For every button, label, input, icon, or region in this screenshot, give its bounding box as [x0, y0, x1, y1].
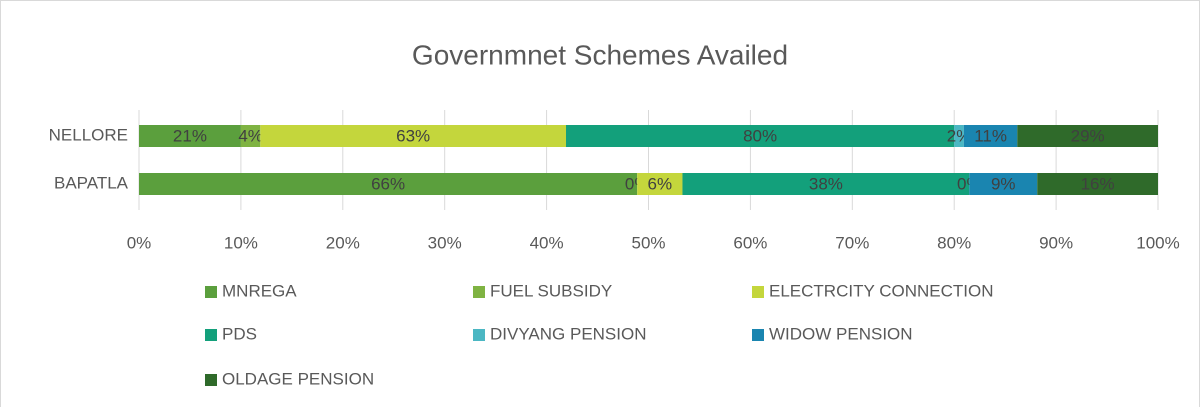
legend-label: FUEL SUBSIDY	[490, 281, 612, 300]
x-tick-label: 0%	[127, 233, 152, 252]
chart-title: Governmnet Schemes Availed	[412, 39, 788, 70]
bar-segment	[963, 125, 1018, 147]
legend-label: OLDAGE PENSION	[222, 369, 374, 388]
data-label: 38%	[809, 174, 843, 193]
x-tick-label: 40%	[530, 233, 564, 252]
bar-segment	[954, 125, 964, 147]
bar-segment	[682, 173, 970, 195]
data-label: 9%	[991, 174, 1016, 193]
legend-label: PDS	[222, 324, 257, 343]
x-tick-label: 90%	[1039, 233, 1073, 252]
bar-segment	[260, 125, 567, 147]
bar-segment	[1037, 173, 1158, 195]
data-label: 16%	[1081, 174, 1115, 193]
data-label: 29%	[1071, 126, 1105, 145]
bar-segment	[139, 173, 638, 195]
data-label: 6%	[648, 174, 673, 193]
bar-segment	[969, 173, 1038, 195]
x-tick-label: 60%	[733, 233, 767, 252]
bar-segment	[1017, 125, 1158, 147]
legend-swatch	[473, 286, 485, 298]
bar-segment	[637, 173, 683, 195]
y-tick-label: NELLORE	[49, 125, 128, 144]
data-label: 80%	[743, 126, 777, 145]
legend-swatch	[752, 329, 764, 341]
legend-label: WIDOW PENSION	[769, 324, 913, 343]
legend-label: DIVYANG PENSION	[490, 324, 647, 343]
x-tick-label: 100%	[1136, 233, 1179, 252]
x-tick-label: 50%	[631, 233, 665, 252]
legend-label: MNREGA	[222, 281, 297, 300]
bar-segment	[240, 125, 261, 147]
x-tick-label: 80%	[937, 233, 971, 252]
legend-label: ELECTRCITY CONNECTION	[769, 281, 994, 300]
legend-swatch	[752, 286, 764, 298]
data-label: 21%	[173, 126, 207, 145]
legend-swatch	[473, 329, 485, 341]
data-label: 66%	[371, 174, 405, 193]
data-label: 4%	[238, 126, 263, 145]
x-tick-label: 20%	[326, 233, 360, 252]
data-label: 11%	[974, 126, 1007, 145]
data-label: 63%	[396, 126, 430, 145]
legend-swatch	[205, 286, 217, 298]
x-tick-label: 30%	[428, 233, 462, 252]
x-tick-label: 70%	[835, 233, 869, 252]
bar-segment	[566, 125, 955, 147]
x-tick-label: 10%	[224, 233, 258, 252]
legend-swatch	[205, 374, 217, 386]
bar-segment	[139, 125, 241, 147]
legend-swatch	[205, 329, 217, 341]
y-tick-label: BAPATLA	[54, 173, 129, 192]
